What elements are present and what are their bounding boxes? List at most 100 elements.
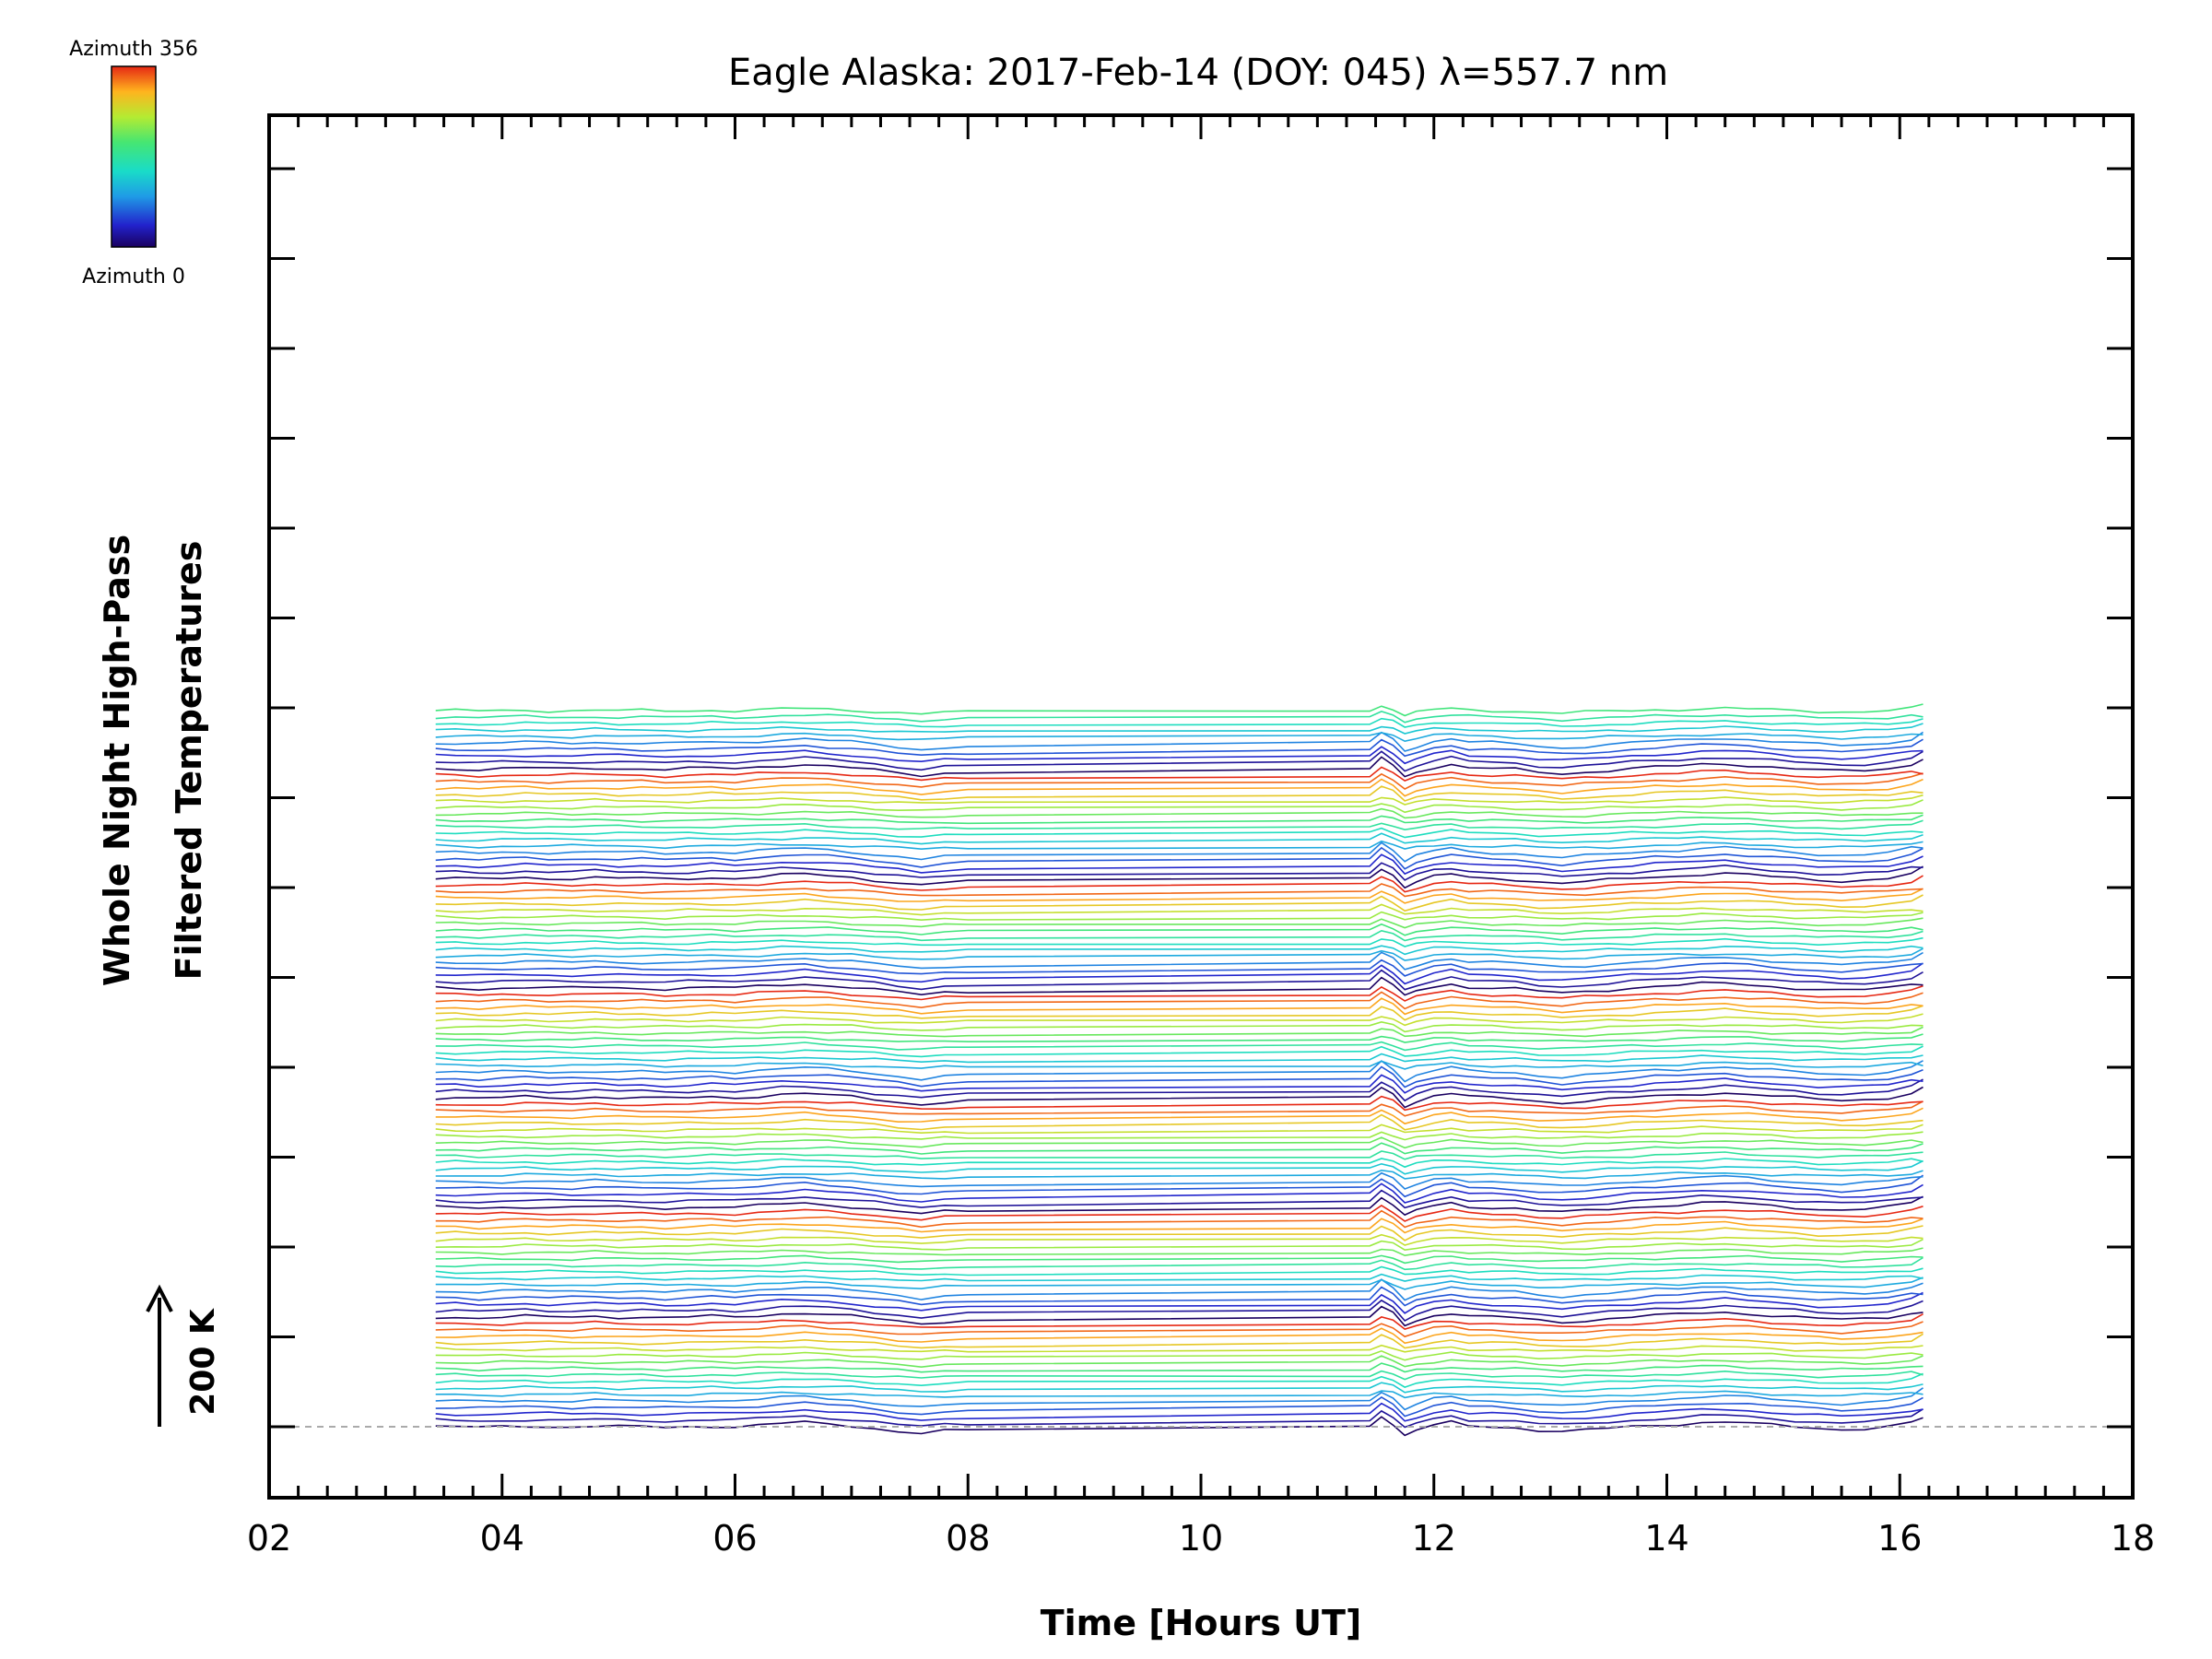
series-line <box>435 1402 1924 1422</box>
series-line <box>435 1078 1924 1102</box>
series-line <box>435 1159 1924 1175</box>
series-line <box>435 984 1924 1002</box>
series-line <box>435 1041 1924 1052</box>
series-line <box>435 1026 1924 1038</box>
series-line <box>435 746 1924 765</box>
colorbar-bottom-label: Azimuth 0 <box>82 265 185 288</box>
series-line <box>435 951 1924 971</box>
series-line <box>435 875 1924 893</box>
series-line <box>435 888 1924 904</box>
series-line <box>435 799 1924 814</box>
series-line <box>435 819 1924 831</box>
series-line <box>435 911 1924 922</box>
y-axis-label-line1: Whole Night High-Pass <box>97 535 137 986</box>
series-line <box>435 703 1924 717</box>
series-line <box>435 1182 1924 1204</box>
series-line <box>435 1113 1924 1131</box>
series-line <box>435 827 1924 839</box>
series-line <box>435 1247 1924 1257</box>
series-line <box>435 778 1924 797</box>
series-line <box>435 794 1924 806</box>
series-line <box>435 1053 1924 1064</box>
series-line <box>435 1060 1924 1083</box>
colorbar-gradient <box>111 65 157 248</box>
series-line <box>435 862 1924 881</box>
x-tick-label: 10 <box>1179 1518 1223 1559</box>
series-line <box>435 1169 1924 1180</box>
series-line <box>435 846 1924 870</box>
series-line <box>435 1396 1924 1418</box>
series-line <box>435 903 1924 916</box>
series-line <box>435 1124 1924 1135</box>
series-line <box>435 711 1924 724</box>
series-line <box>435 1382 1924 1394</box>
series-line <box>435 1209 1924 1229</box>
series-line <box>435 1390 1924 1399</box>
series-line <box>435 766 1924 782</box>
series-line <box>435 1095 1924 1112</box>
scale-bar: 200 K <box>146 1284 222 1427</box>
series-line <box>435 1416 1924 1437</box>
y-axis-label: Whole Night High-Pass Filtered Temperatu… <box>97 535 209 986</box>
colorbar: Azimuth 356 Azimuth 0 <box>69 38 198 288</box>
scale-bar-label: 200 K <box>184 1308 222 1416</box>
series-line <box>435 1060 1924 1070</box>
x-tick-label: 18 <box>2111 1518 2155 1559</box>
series-line <box>435 1174 1924 1198</box>
series-line <box>435 1045 1924 1058</box>
series-line <box>435 1273 1924 1282</box>
series-line <box>435 732 1924 743</box>
series-line <box>435 1370 1924 1381</box>
series-line <box>435 738 1924 758</box>
series-line <box>435 1327 1924 1345</box>
series-line <box>435 1333 1924 1349</box>
series-line <box>435 832 1924 845</box>
series-line <box>435 1142 1924 1155</box>
series-line <box>435 785 1924 802</box>
colorbar-top-label: Azimuth 356 <box>69 38 198 61</box>
series-line <box>435 841 1924 863</box>
series-line <box>435 1256 1924 1271</box>
series-line <box>435 731 1924 752</box>
series-line <box>435 772 1924 790</box>
series-line <box>435 1086 1924 1109</box>
series-line <box>435 1387 1924 1411</box>
series-line <box>435 1131 1924 1141</box>
series-line <box>435 1225 1924 1241</box>
scale-bar-arrowhead <box>146 1284 173 1312</box>
series-line <box>435 1278 1924 1301</box>
series-line <box>435 840 1924 851</box>
series-line <box>435 1171 1924 1190</box>
series-line <box>435 962 1924 985</box>
series-line <box>435 1189 1924 1209</box>
series-line <box>435 947 1924 961</box>
x-tick-label: 14 <box>1644 1518 1688 1559</box>
chart-title: Eagle Alaska: 2017-Feb-14 (DOY: 045) λ=5… <box>728 52 1668 94</box>
series-line <box>435 814 1924 825</box>
x-tick-label: 12 <box>1412 1518 1456 1559</box>
series-line <box>435 1204 1924 1222</box>
series-line <box>435 991 1924 1010</box>
series-line <box>435 750 1924 772</box>
series-line <box>435 853 1924 876</box>
series-line <box>435 807 1924 819</box>
series-line <box>435 1238 1924 1252</box>
series-line <box>435 894 1924 912</box>
series-line <box>435 936 1924 947</box>
series-line <box>435 1313 1924 1330</box>
series-lines <box>435 703 1924 1437</box>
series-line <box>435 1254 1924 1265</box>
series-line <box>435 1218 1924 1234</box>
x-tick-label: 08 <box>946 1518 990 1559</box>
series-line <box>435 1277 1924 1290</box>
series-line <box>435 1107 1924 1125</box>
series-line <box>435 723 1924 735</box>
series-line <box>435 1299 1924 1323</box>
y-ticks <box>269 167 2133 1429</box>
series-line <box>435 1291 1924 1314</box>
x-ticks <box>267 115 2135 1498</box>
y-axis-label-line2: Filtered Temperatures <box>169 541 209 981</box>
x-tick-label: 16 <box>1877 1518 1922 1559</box>
x-tick-label: 02 <box>247 1518 291 1559</box>
series-line <box>435 1158 1924 1169</box>
